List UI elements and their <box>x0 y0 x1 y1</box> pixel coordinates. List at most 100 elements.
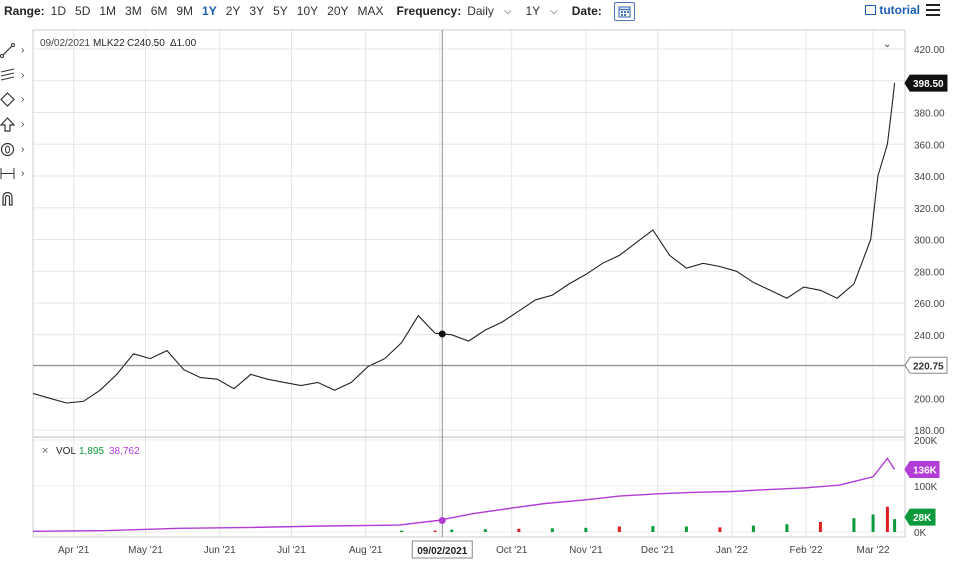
last-oi-label-bg <box>904 460 940 478</box>
volume-bar <box>400 530 404 532</box>
calendar-button[interactable] <box>613 1 635 21</box>
x-tick-label: Dec '21 <box>641 545 675 556</box>
chart-header-date: 09/02/2021 <box>40 38 90 49</box>
line-tool-icon <box>0 42 15 58</box>
range-3m[interactable]: 3M <box>125 4 142 18</box>
range-10y[interactable]: 10Y <box>296 4 319 18</box>
range-2y[interactable]: 2Y <box>225 4 241 18</box>
text-tool-icon <box>0 142 15 156</box>
last-oi-label: 136K <box>913 465 938 476</box>
fib-tool-button[interactable]: › <box>0 63 30 88</box>
volume-bar <box>584 527 588 532</box>
volume-bar <box>718 527 722 532</box>
volume-bar <box>684 526 688 532</box>
volume-y-tick-label: 100K <box>914 482 938 493</box>
volume-bar <box>818 521 822 532</box>
shapes-tool-icon <box>0 92 15 108</box>
close-icon: × <box>42 445 48 457</box>
volume-bar <box>751 525 755 532</box>
y-tick-label: 320.00 <box>914 204 945 215</box>
x-tick-label: Jul '21 <box>277 545 306 556</box>
range-max[interactable]: MAX <box>357 4 384 18</box>
x-tick-label: Sep '21 <box>423 545 457 556</box>
crosshair-oi-point <box>438 517 446 524</box>
range-3y[interactable]: 3Y <box>249 4 265 18</box>
y-tick-label: 260.00 <box>914 299 945 310</box>
magnet-icon <box>2 191 13 206</box>
drawing-tools: › › › › › › <box>0 38 30 211</box>
price-line <box>32 83 896 404</box>
period-select[interactable]: 1Y ⌵ <box>525 4 557 18</box>
chart-header-symbol: MLK22 <box>93 38 125 49</box>
last-volume-label: 28K <box>913 513 932 524</box>
shapes-tool-button[interactable]: › <box>0 87 30 112</box>
range-5y[interactable]: 5Y <box>273 4 288 18</box>
volume-bar <box>433 530 437 532</box>
x-tick-label: Jan '22 <box>716 545 748 556</box>
x-tick-label: Aug '21 <box>349 545 383 556</box>
chevron-right-icon: › <box>21 168 25 180</box>
chevron-right-icon: › <box>21 94 25 106</box>
crosshair-price-label: 220.75 <box>913 361 944 372</box>
y-tick-label: 300.00 <box>914 236 945 247</box>
last-price-label: 398.50 <box>913 79 944 90</box>
y-tick-label: 360.00 <box>914 140 945 151</box>
y-tick-label: 240.00 <box>914 331 945 342</box>
volume-bar <box>617 526 621 532</box>
range-1y[interactable]: 1Y <box>202 4 217 18</box>
chart-header-change: Δ1.00 <box>170 38 197 49</box>
arrow-tool-button[interactable]: › <box>0 112 30 137</box>
measure-tool-icon <box>0 168 15 180</box>
chevron-right-icon: › <box>21 44 25 56</box>
tutorial-icon <box>865 5 877 15</box>
volume-y-tick-label: 200K <box>914 436 938 447</box>
menu-button[interactable] <box>926 4 940 19</box>
toolbar: Range: 1D 5D 1M 3M 6M 9M 1Y 2Y 3Y 5Y 10Y 20Y MAX Fre… <box>0 0 960 22</box>
range-9m[interactable]: 9M <box>176 4 194 18</box>
frequency-select[interactable]: Daily ⌵ <box>467 4 511 18</box>
frequency-label: Frequency: <box>396 4 462 18</box>
range-5d[interactable]: 5D <box>75 4 91 18</box>
y-tick-label: 340.00 <box>914 172 945 183</box>
line-tool-button[interactable]: › <box>0 38 30 63</box>
calendar-icon <box>618 5 631 18</box>
x-tick-label: Mar '22 <box>857 545 890 556</box>
text-tool-button[interactable]: › <box>0 137 30 162</box>
x-tick-label: Oct '21 <box>496 545 528 556</box>
range-label: Range: <box>4 4 45 18</box>
volume-bar <box>785 524 789 532</box>
measure-tool-button[interactable]: › <box>0 161 30 186</box>
fib-tool-icon <box>0 68 15 81</box>
chevron-right-icon: › <box>21 143 25 155</box>
chevron-right-icon: › <box>21 69 25 81</box>
volume-bar <box>550 528 554 532</box>
volume-bar <box>450 529 454 532</box>
volume-bar <box>517 528 521 532</box>
open-interest-line <box>32 457 896 532</box>
chart-frame <box>32 29 906 538</box>
volume-y-tick-label: 0K <box>914 528 927 539</box>
tutorial-link[interactable]: tutorial <box>865 3 920 17</box>
volume-label: VOL <box>56 446 76 457</box>
menu-icon <box>926 4 940 6</box>
y-tick-label: 280.00 <box>914 267 945 278</box>
volume-bar <box>483 529 487 532</box>
crosshair-price-label-bg <box>904 356 948 374</box>
range-1m[interactable]: 1M <box>99 4 117 18</box>
range-20y[interactable]: 20Y <box>327 4 349 18</box>
y-tick-label: 420.00 <box>914 45 945 56</box>
chart-header-close: C240.50 <box>127 38 165 49</box>
volume-value: 1,895 <box>79 446 104 457</box>
range-1d[interactable]: 1D <box>50 4 67 18</box>
volume-bar <box>651 526 655 532</box>
tutorial-label: tutorial <box>879 3 920 17</box>
magnet-button[interactable] <box>0 186 30 211</box>
x-tick-label: Jun '21 <box>204 545 236 556</box>
last-volume-label-bg <box>904 508 936 526</box>
y-tick-label: 380.00 <box>914 109 945 120</box>
frequency-value: Daily <box>467 4 494 18</box>
x-tick-label: Feb '22 <box>790 545 823 556</box>
range-6m[interactable]: 6M <box>150 4 168 18</box>
last-price-label-bg <box>904 74 948 92</box>
